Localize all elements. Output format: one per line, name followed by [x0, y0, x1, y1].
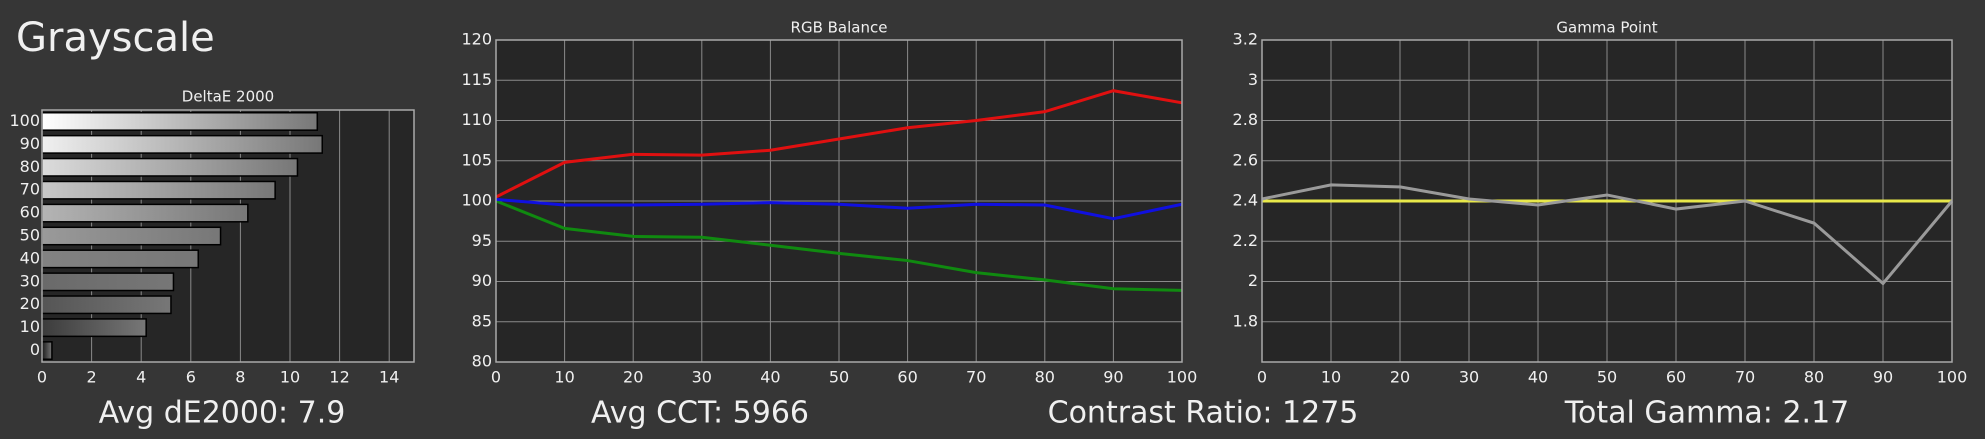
x-tick-label: 40 [760, 368, 780, 387]
y-tick-label: 40 [20, 248, 40, 267]
x-tick-label: 60 [1666, 368, 1686, 387]
plot-frame [41, 109, 415, 363]
bar [41, 203, 249, 223]
x-tick-label: 50 [1597, 368, 1617, 387]
x-tick-label: 70 [966, 368, 986, 387]
x-tick-label: 20 [623, 368, 643, 387]
bar [41, 295, 172, 315]
y-tick-label: 90 [472, 271, 492, 290]
y-tick-label: 0 [30, 340, 40, 359]
chart-title: Gamma Point [1556, 19, 1657, 37]
x-tick-label: 6 [186, 368, 196, 387]
x-tick-label: 100 [1937, 368, 1968, 387]
x-tick-label: 0 [491, 368, 501, 387]
series-line [495, 199, 1183, 292]
chart-title: DeltaE 2000 [182, 88, 274, 106]
chart-title: RGB Balance [791, 19, 888, 37]
x-tick-label: 2 [87, 368, 97, 387]
y-tick-label: 110 [461, 110, 492, 129]
x-tick-label: 60 [897, 368, 917, 387]
x-tick-label: 40 [1528, 368, 1548, 387]
y-tick-label: 105 [461, 150, 492, 169]
x-tick-label: 20 [1390, 368, 1410, 387]
x-tick-label: 14 [379, 368, 399, 387]
y-tick-label: 2 [1248, 271, 1258, 290]
x-tick-label: 80 [1804, 368, 1824, 387]
y-tick-label: 10 [20, 317, 40, 336]
stat-summary: Total Gamma: 2.17 [1564, 396, 1850, 431]
y-tick-label: 100 [9, 111, 40, 130]
y-tick-label: 80 [20, 157, 40, 176]
bar [41, 111, 319, 131]
x-tick-label: 0 [37, 368, 47, 387]
x-tick-label: 30 [1459, 368, 1479, 387]
x-tick-label: 90 [1873, 368, 1893, 387]
y-tick-label: 120 [461, 30, 492, 49]
x-tick-label: 0 [1257, 368, 1267, 387]
y-tick-label: 60 [20, 203, 40, 222]
x-tick-label: 80 [1035, 368, 1055, 387]
bar [41, 180, 276, 200]
page-title: Grayscale [16, 15, 215, 61]
y-tick-label: 2.6 [1233, 150, 1258, 169]
series-line [495, 89, 1183, 199]
x-tick-label: 70 [1735, 368, 1755, 387]
y-tick-label: 1.8 [1233, 311, 1258, 330]
bar [41, 226, 222, 246]
x-tick-label: 50 [829, 368, 849, 387]
bar [41, 134, 323, 154]
y-tick-label: 70 [20, 180, 40, 199]
y-tick-label: 85 [472, 311, 492, 330]
y-tick-label: 80 [472, 352, 492, 371]
x-tick-label: 12 [329, 368, 349, 387]
y-tick-label: 90 [20, 134, 40, 153]
x-tick-label: 8 [235, 368, 245, 387]
stat-summary: Avg CCT: 5966 [591, 396, 809, 431]
x-tick-label: 10 [1321, 368, 1341, 387]
x-tick-label: 4 [136, 368, 146, 387]
bar [41, 249, 199, 269]
y-tick-label: 100 [461, 191, 492, 210]
y-tick-label: 50 [20, 226, 40, 245]
y-tick-label: 30 [20, 271, 40, 290]
x-tick-label: 100 [1167, 368, 1198, 387]
x-tick-label: 90 [1103, 368, 1123, 387]
y-tick-label: 3.2 [1233, 30, 1258, 49]
stat-summary: Contrast Ratio: 1275 [1048, 396, 1359, 431]
y-tick-label: 3 [1248, 70, 1258, 89]
y-tick-label: 115 [461, 70, 492, 89]
plot-frame [1261, 39, 1953, 363]
bar [41, 157, 299, 177]
x-tick-label: 10 [554, 368, 574, 387]
y-tick-label: 2.8 [1233, 110, 1258, 129]
y-tick-label: 2.4 [1233, 191, 1258, 210]
series-line [1261, 183, 1954, 286]
y-tick-label: 95 [472, 231, 492, 250]
series-line [495, 197, 1183, 221]
x-tick-label: 10 [280, 368, 300, 387]
y-tick-label: 2.2 [1233, 231, 1258, 250]
plot-frame [495, 39, 1183, 363]
stat-summary: Avg dE2000: 7.9 [99, 396, 346, 431]
bar [41, 272, 175, 292]
bar [41, 341, 53, 361]
x-tick-label: 30 [692, 368, 712, 387]
y-tick-label: 20 [20, 294, 40, 313]
bar [41, 318, 147, 338]
